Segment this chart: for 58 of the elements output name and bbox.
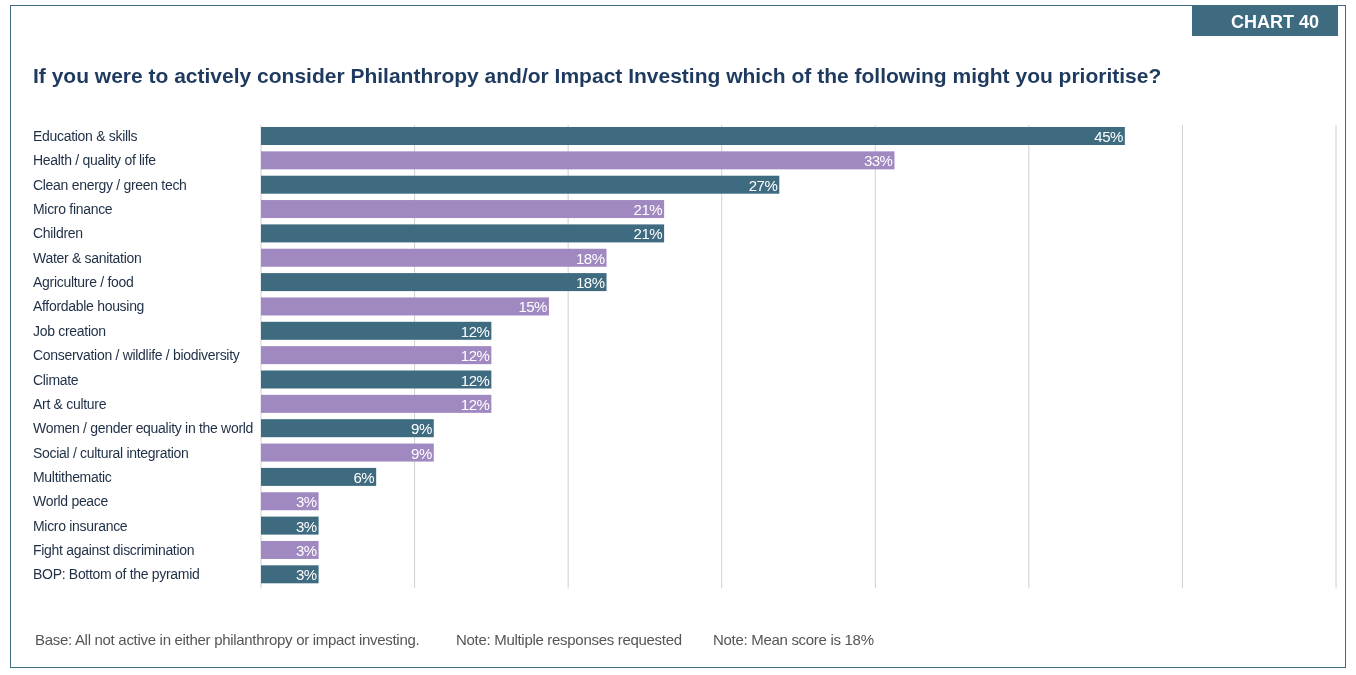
bar — [261, 443, 434, 462]
data-label: 12% — [460, 371, 490, 389]
bar — [261, 370, 492, 389]
y-tick-label: Job creation — [33, 322, 106, 339]
y-tick-label: Art & culture — [33, 395, 107, 412]
data-label: 15% — [518, 298, 548, 316]
bar — [261, 175, 780, 194]
text: Note: Mean score is 18% — [713, 631, 874, 648]
data-label: 3% — [295, 541, 317, 559]
data-label: 12% — [460, 395, 490, 413]
data-label: 6% — [353, 468, 375, 486]
data-label: 18% — [576, 249, 605, 267]
y-tick-label: Education & skills — [33, 128, 138, 144]
y-tick-label: World peace — [33, 493, 109, 510]
data-label: 21% — [633, 225, 663, 243]
caption: CHART 40 — [1230, 12, 1320, 32]
y-tick-label: Micro insurance — [33, 517, 128, 534]
y-tick-label: Fight against discrimination — [33, 541, 195, 558]
y-tick-label: BOP: Bottom of the pyramid — [33, 566, 200, 583]
data-label: 3% — [295, 493, 317, 511]
bar — [261, 248, 607, 267]
data-label: 18% — [576, 274, 605, 292]
y-tick-label: Conservation / wildlife / biodiversity — [33, 347, 240, 364]
data-label: 21% — [633, 201, 663, 219]
y-tick-label: Micro finance — [33, 201, 113, 218]
y-tick-label: Clean energy / green tech — [33, 176, 187, 193]
bar — [261, 297, 549, 316]
bar — [261, 419, 434, 438]
data-label: 9% — [411, 444, 432, 462]
bar — [261, 127, 1125, 145]
y-tick-label: Women / gender equality in the world — [33, 420, 254, 437]
bar — [261, 346, 492, 365]
y-tick-label: Affordable housing — [33, 298, 145, 315]
text: Note: Multiple responses requested — [456, 631, 682, 648]
data-label: 45% — [1094, 128, 1123, 145]
bar — [261, 151, 895, 170]
data-label: 12% — [460, 347, 490, 365]
data-label: 33% — [863, 152, 893, 170]
y-tick-label: Social / cultural integration — [33, 444, 189, 461]
y-tick-label: Children — [33, 225, 83, 242]
bar — [261, 273, 607, 292]
bar — [261, 224, 665, 243]
data-label: 27% — [748, 176, 778, 194]
y-tick-label: Climate — [33, 371, 79, 388]
bar — [261, 394, 492, 413]
chart-title: If you were to actively consider Philanthropy and/or Impact Investing which of the following might you prioritise? — [33, 64, 1162, 87]
bar — [261, 200, 665, 219]
data-label: 9% — [411, 420, 432, 438]
text: Base: All not active in either philanthropy or impact investing. — [35, 631, 420, 648]
y-tick-label: Water & sanitation — [33, 249, 142, 266]
data-label: 3% — [295, 517, 317, 535]
bar — [261, 321, 492, 340]
y-tick-label: Multithematic — [33, 468, 112, 485]
y-tick-label: Health / quality of life — [33, 152, 157, 169]
y-tick-label: Agriculture / food — [33, 274, 134, 291]
bar — [261, 467, 377, 486]
data-label: 3% — [295, 566, 317, 584]
data-label: 12% — [460, 322, 490, 340]
